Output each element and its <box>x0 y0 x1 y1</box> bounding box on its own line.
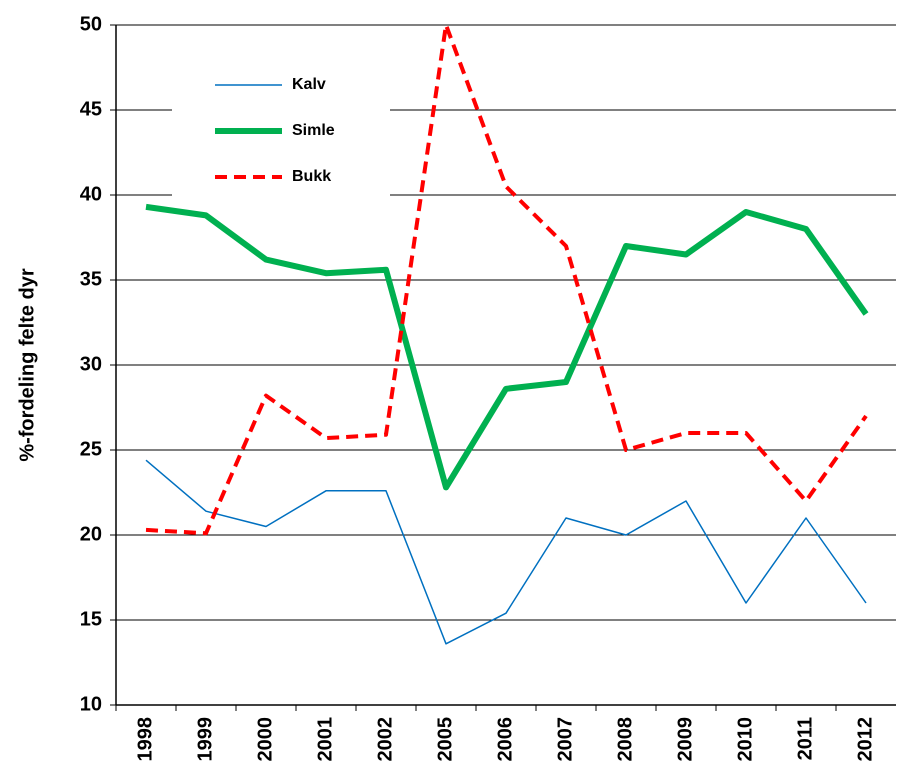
x-tick-label: 1998 <box>134 717 156 762</box>
series-line <box>145 203 869 491</box>
series-line <box>145 459 867 645</box>
y-tick-label: 50 <box>80 13 102 35</box>
x-tick-label: 2008 <box>614 717 636 762</box>
legend-label: Bukk <box>292 168 331 185</box>
y-tick-label: 20 <box>80 523 102 545</box>
y-tick-label: 45 <box>80 98 102 120</box>
x-tick-label: 1999 <box>194 717 216 762</box>
x-tick-label: 2005 <box>434 717 456 762</box>
y-tick-label: 10 <box>80 693 102 715</box>
x-tick-label: 2000 <box>254 717 276 762</box>
x-tick-label: 2011 <box>794 717 816 760</box>
y-tick-label: 30 <box>80 353 102 375</box>
series-line <box>145 23 868 536</box>
x-tick-label: 2010 <box>734 717 756 762</box>
x-tick-label: 2012 <box>854 717 876 762</box>
x-tick-label: 2007 <box>554 717 576 762</box>
legend-label: Simle <box>292 122 335 139</box>
x-tick-label: 2009 <box>674 717 696 762</box>
legend-label: Kalv <box>292 76 326 93</box>
x-tick-label: 2001 <box>314 717 336 762</box>
y-tick-label: 25 <box>80 438 102 460</box>
y-tick-label: 15 <box>80 608 102 630</box>
x-tick-label: 2002 <box>374 717 396 762</box>
y-tick-label: 35 <box>80 268 102 290</box>
y-tick-label: 40 <box>80 183 102 205</box>
x-tick-label: 2006 <box>494 717 516 762</box>
y-axis-title: %-fordeling felte dyr <box>16 268 38 462</box>
